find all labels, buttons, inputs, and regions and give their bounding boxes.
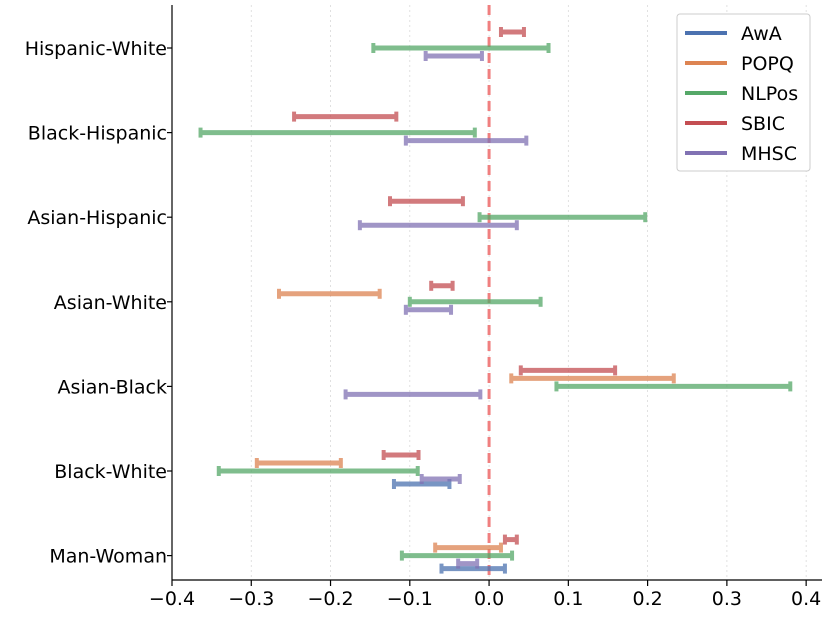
category-label: Man-Woman [49, 546, 167, 568]
x-tick-label: −0.3 [228, 588, 274, 610]
x-tick-label: 0.4 [791, 588, 821, 610]
interval-nlpos-asian-black [554, 381, 793, 392]
interval-sbic-black-white [381, 450, 421, 460]
interval-nlpos-black-white [216, 466, 420, 476]
legend-label: POPQ [741, 53, 794, 75]
category-labels: Hispanic-White Black-Hispanic Asian-Hispan… [25, 38, 172, 568]
interval-bars [198, 27, 793, 574]
interval-mhsc-man-woman [456, 558, 480, 569]
interval-awa-man-woman [439, 563, 507, 574]
legend-item-awa: AwA [685, 23, 782, 45]
interval-mhsc-asian-hispanic [357, 220, 519, 231]
legend-item-popq: POPQ [685, 53, 794, 75]
interval-mhsc-hispanic-white [423, 51, 484, 61]
legend: AwA POPQ NLPos SBIC MHSC [676, 13, 811, 172]
interval-sbic-asian-white [429, 280, 455, 291]
x-tick-label: 0.1 [553, 588, 583, 610]
x-tick-label: 0.0 [474, 588, 504, 610]
interval-sbic-asian-black [518, 365, 618, 376]
axes [171, 5, 822, 581]
interval-mhsc-black-hispanic [403, 135, 529, 146]
x-tick-label: −0.4 [149, 588, 195, 610]
x-tick-label: 0.3 [712, 588, 742, 610]
legend-label: MHSC [741, 143, 797, 165]
interval-nlpos-black-hispanic [198, 127, 477, 138]
legend-item-sbic: SBIC [685, 113, 785, 135]
legend-item-mhsc: MHSC [685, 143, 797, 165]
category-label: Hispanic-White [25, 38, 167, 60]
interval-nlpos-hispanic-white [371, 43, 551, 53]
x-tick-label: −0.2 [307, 588, 353, 610]
interval-nlpos-asian-hispanic [477, 212, 648, 223]
interval-popq-asian-white [277, 288, 382, 299]
interval-sbic-asian-hispanic [387, 196, 465, 207]
interval-sbic-black-hispanic [292, 111, 399, 122]
category-label: Asian-Hispanic [27, 207, 167, 229]
interval-mhsc-black-white [419, 474, 462, 484]
interval-mhsc-asian-white [403, 304, 454, 315]
interval-sbic-hispanic-white [498, 27, 526, 37]
legend-label: SBIC [741, 113, 785, 135]
x-tick-label: −0.1 [387, 588, 433, 610]
x-tick-label: 0.2 [633, 588, 663, 610]
interval-nlpos-asian-white [407, 296, 543, 307]
interval-popq-man-woman [433, 542, 503, 553]
category-label: Black-Hispanic [28, 123, 167, 145]
category-label: Asian-Black [58, 376, 167, 398]
legend-label: AwA [741, 23, 782, 45]
interval-sbic-man-woman [502, 534, 519, 545]
legend-frame [676, 13, 811, 172]
interval-nlpos-man-woman [399, 550, 515, 561]
interval-popq-asian-black [509, 373, 676, 384]
interval-popq-black-white [254, 458, 343, 468]
legend-item-nlpos: NLPos [685, 83, 798, 105]
legend-label: NLPos [741, 83, 798, 105]
category-label: Asian-White [54, 292, 167, 314]
category-label: Black-White [54, 461, 167, 483]
x-tick-labels: −0.4 −0.3 −0.2 −0.1 0.0 0.1 0.2 0.3 0.4 [149, 580, 821, 610]
interval-mhsc-asian-black [343, 389, 483, 400]
